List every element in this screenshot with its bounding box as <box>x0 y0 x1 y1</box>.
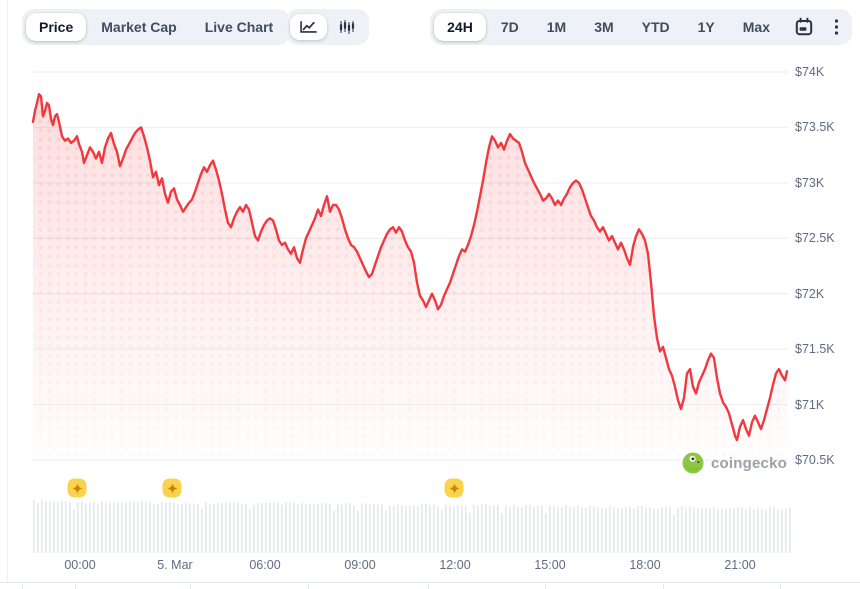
range-max[interactable]: Max <box>730 13 783 41</box>
view-tab-group: Price Market Cap Live Chart <box>22 9 291 45</box>
navigator-divider <box>22 584 23 589</box>
bottom-navigator-strip <box>0 582 860 589</box>
y-tick-label: $73K <box>795 175 825 190</box>
sparkle-star-icon <box>71 482 83 494</box>
navigator-divider <box>780 584 781 589</box>
range-24h[interactable]: 24H <box>434 13 486 41</box>
chart-toolbar: Price Market Cap Live Chart 24H 7D 1M 3M YTD 1Y… <box>0 9 860 45</box>
price-area-dots <box>33 94 787 470</box>
y-tick-label: $71K <box>795 397 825 412</box>
y-tick-label: $74K <box>795 65 825 79</box>
navigator-divider <box>545 584 546 589</box>
range-ytd[interactable]: YTD <box>629 13 683 41</box>
kebab-menu-icon <box>834 18 839 36</box>
sparkle-star-icon <box>166 482 178 494</box>
range-1m[interactable]: 1M <box>534 13 579 41</box>
range-selector-group: 24H 7D 1M 3M YTD 1Y Max <box>430 9 852 45</box>
navigator-divider <box>428 584 429 589</box>
sparkle-event-badge[interactable] <box>444 478 464 498</box>
x-tick-label: 00:00 <box>64 558 96 572</box>
bar-chart-button[interactable] <box>329 14 365 40</box>
navigator-divider <box>75 584 76 589</box>
range-7d[interactable]: 7D <box>488 13 532 41</box>
y-tick-label: $72.5K <box>795 231 835 246</box>
x-tick-label: 18:00 <box>629 558 661 572</box>
x-tick-label: 06:00 <box>249 558 281 572</box>
coingecko-watermark: coingecko <box>682 452 787 474</box>
range-3m[interactable]: 3M <box>581 13 626 41</box>
x-tick-label: 21:00 <box>724 558 756 572</box>
sparkle-event-badge[interactable] <box>67 478 87 498</box>
navigator-divider <box>663 584 664 589</box>
x-tick-label: 12:00 <box>439 558 471 572</box>
page-left-border <box>7 0 8 589</box>
y-tick-label: $73.5K <box>795 120 835 135</box>
view-tab-live-chart[interactable]: Live Chart <box>192 13 286 41</box>
line-chart-button[interactable] <box>290 14 327 40</box>
navigator-divider <box>308 584 309 589</box>
x-tick-label: 09:00 <box>344 558 376 572</box>
view-tab-price[interactable]: Price <box>26 13 87 41</box>
range-1y[interactable]: 1Y <box>685 13 728 41</box>
volume-bars <box>33 500 791 553</box>
price-line <box>31 93 789 442</box>
navigator-divider <box>190 584 191 589</box>
more-options-button[interactable] <box>825 13 848 41</box>
bar-chart-icon <box>338 19 356 35</box>
y-tick-label: $70.5K <box>795 453 835 467</box>
coingecko-gecko-icon <box>682 452 704 474</box>
line-chart-icon <box>299 19 318 35</box>
view-tab-market-cap[interactable]: Market Cap <box>88 13 189 41</box>
sparkle-star-icon <box>448 482 460 494</box>
x-tick-label: 5. Mar <box>157 558 193 572</box>
y-tick-label: $72K <box>795 286 825 301</box>
calendar-button[interactable] <box>785 12 823 42</box>
chart-type-toggle <box>286 9 369 45</box>
x-tick-label: 15:00 <box>534 558 566 572</box>
calendar-icon <box>794 17 814 37</box>
coingecko-brand-text: coingecko <box>711 454 787 472</box>
sparkle-event-badge[interactable] <box>162 478 182 498</box>
y-tick-label: $71.5K <box>795 342 835 357</box>
